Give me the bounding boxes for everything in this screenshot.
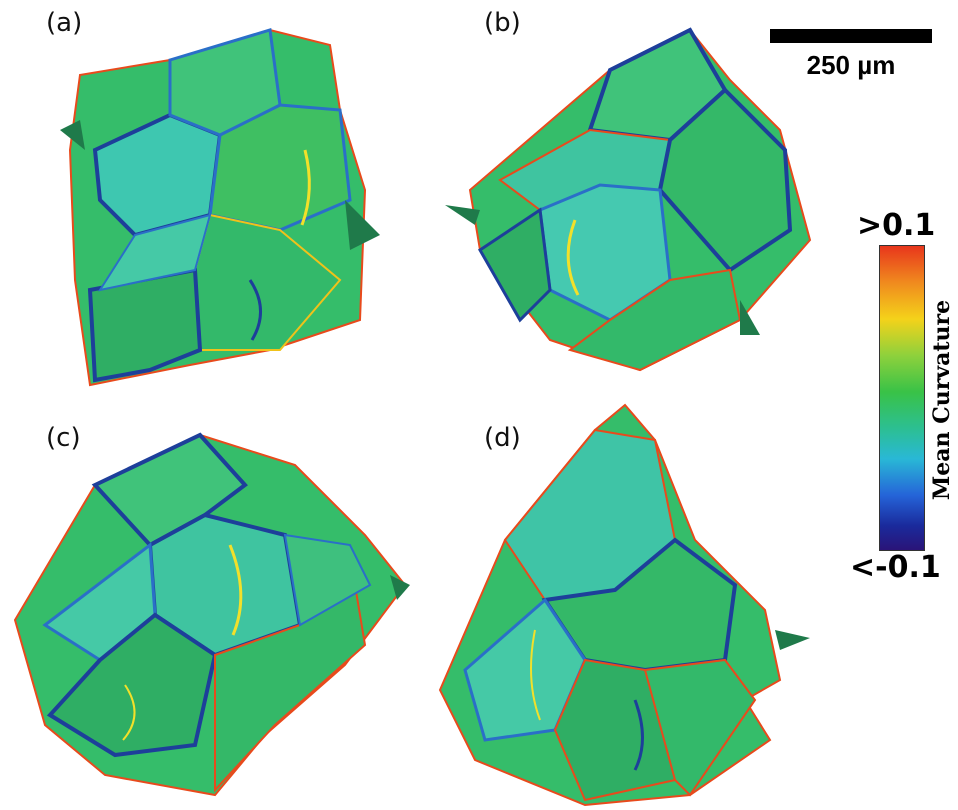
panel-label-c: (c) bbox=[46, 423, 81, 453]
colorbar bbox=[879, 245, 925, 551]
colorbar-max-label: >0.1 bbox=[857, 208, 936, 243]
colorbar-title: Mean Curvature bbox=[929, 299, 955, 501]
panel-label-b: (b) bbox=[484, 8, 521, 38]
grain-render-d bbox=[438, 403, 810, 807]
scale-bar-label: 250 µm bbox=[806, 50, 896, 80]
scale-bar bbox=[770, 29, 932, 43]
grain-render-a bbox=[60, 28, 380, 387]
grain-render-b bbox=[445, 27, 812, 372]
grain-render-c bbox=[13, 432, 410, 797]
panel-label-d: (d) bbox=[484, 423, 521, 453]
panel-label-a: (a) bbox=[46, 8, 83, 38]
colorbar-min-label: <-0.1 bbox=[850, 550, 941, 585]
